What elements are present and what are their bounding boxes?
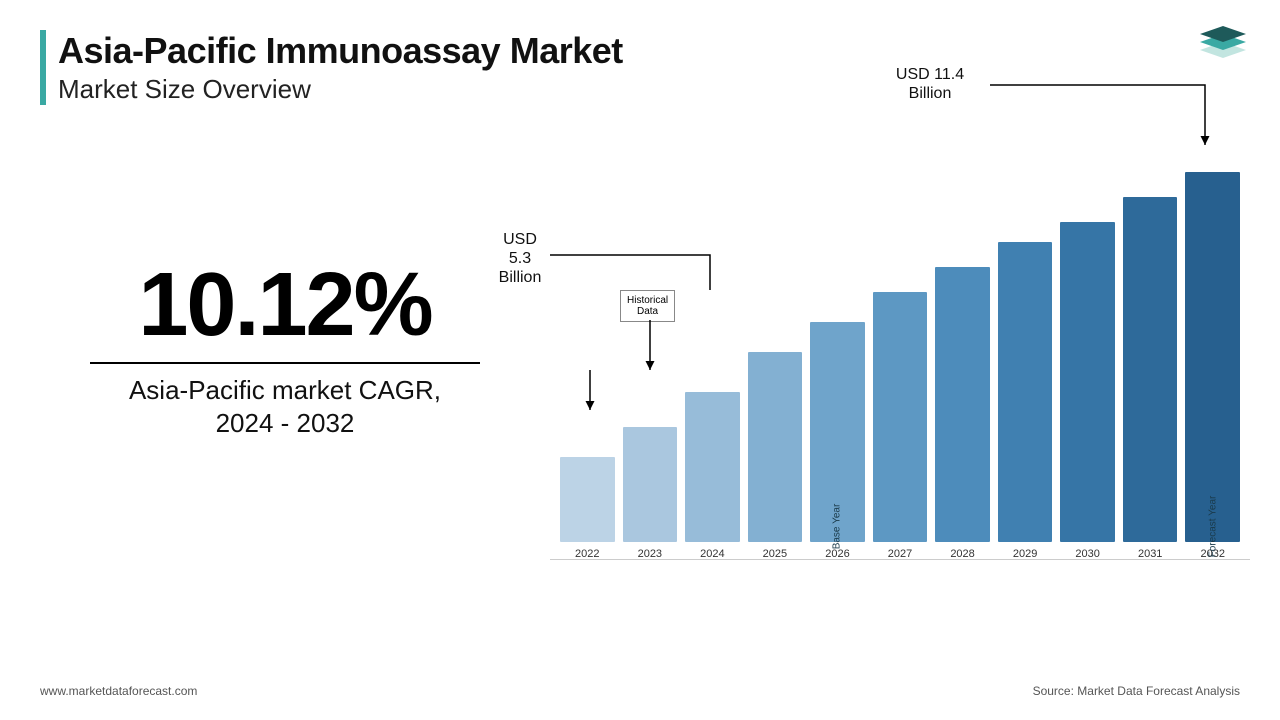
bar-2029 — [998, 242, 1053, 542]
footer-url: www.marketdataforecast.com — [40, 684, 197, 698]
bar-2028 — [935, 267, 990, 542]
year-label: 2031 — [1138, 548, 1162, 560]
bar-inside-label: Forecast Year — [1207, 496, 1218, 558]
bar-wrap: 2029 — [998, 242, 1053, 560]
page-title: Asia-Pacific Immunoassay Market — [58, 30, 623, 72]
year-label: 2027 — [888, 548, 912, 560]
year-label: 2022 — [575, 548, 599, 560]
bar-wrap: 2023 — [623, 427, 678, 560]
footer-source: Source: Market Data Forecast Analysis — [1033, 684, 1240, 698]
year-label: 2030 — [1075, 548, 1099, 560]
bar-wrap: Forecast Year2032 — [1185, 172, 1240, 560]
year-label: 2023 — [638, 548, 662, 560]
year-label: 2028 — [950, 548, 974, 560]
year-label: 2024 — [700, 548, 724, 560]
year-label: 2029 — [1013, 548, 1037, 560]
bar-2024 — [685, 392, 740, 542]
cagr-divider — [90, 362, 480, 364]
cagr-label: Asia-Pacific market CAGR, 2024 - 2032 — [90, 374, 480, 439]
bar-wrap: 2022 — [560, 457, 615, 560]
bar-wrap: 2025 — [748, 352, 803, 560]
bar-2031 — [1123, 197, 1178, 542]
bar-2027 — [873, 292, 928, 542]
bar-2025 — [748, 352, 803, 542]
cagr-value: 10.12% — [90, 260, 480, 350]
start-value-annotation: USD 5.3 Billion — [490, 230, 550, 288]
bar-2023 — [623, 427, 678, 542]
title-accent-bar — [40, 30, 46, 105]
bar-2032: Forecast Year — [1185, 172, 1240, 542]
bar-wrap: 2028 — [935, 267, 990, 560]
bar-chart: USD 5.3 Billion Historical Data USD 11.4… — [560, 160, 1240, 600]
year-label: 2025 — [763, 548, 787, 560]
bars-container: 2022202320242025Base Year202620272028202… — [560, 190, 1240, 560]
bar-2026: Base Year — [810, 322, 865, 542]
brand-logo-icon — [1196, 20, 1250, 73]
bar-wrap: 2030 — [1060, 222, 1115, 560]
bar-wrap: 2024 — [685, 392, 740, 560]
page-subtitle: Market Size Overview — [58, 74, 623, 105]
year-label: 2026 — [825, 548, 849, 560]
bar-2030 — [1060, 222, 1115, 542]
bar-inside-label: Base Year — [832, 504, 843, 550]
end-arrow-icon — [990, 75, 1220, 155]
bar-wrap: Base Year2026 — [810, 322, 865, 560]
bar-wrap: 2027 — [873, 292, 928, 560]
end-value-annotation: USD 11.4 Billion — [870, 65, 990, 103]
bar-2022 — [560, 457, 615, 542]
bar-wrap: 2031 — [1123, 197, 1178, 560]
